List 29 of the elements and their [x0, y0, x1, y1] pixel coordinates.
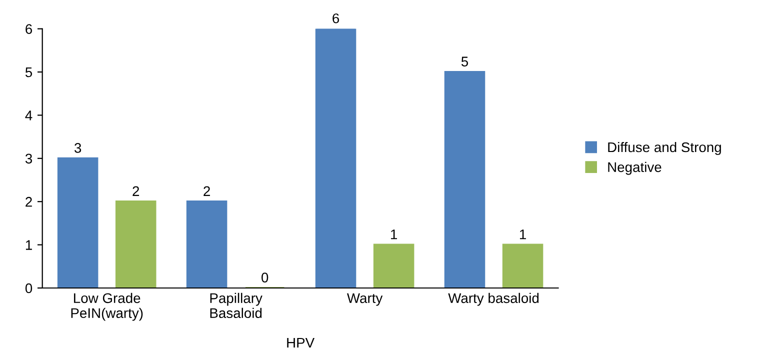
- y-tick-label: 4: [25, 110, 32, 120]
- legend-label: Diffuse and Strong: [608, 142, 721, 155]
- data-label: 3: [74, 143, 82, 153]
- y-tick-label: 6: [26, 24, 32, 34]
- legend-label: Negative: [608, 162, 662, 175]
- y-tick-label: 0: [25, 283, 32, 294]
- y-tick-label: 2: [26, 196, 32, 207]
- x-tick-label: Warty: [346, 293, 383, 306]
- bar: [373, 244, 414, 288]
- data-label: 1: [391, 230, 397, 240]
- y-tick-label: 3: [25, 154, 32, 164]
- x-tick-label: Low Grade PeIN(warty): [71, 292, 143, 321]
- x-tick-label: Warty basaloid: [448, 292, 539, 306]
- bar: [444, 70, 486, 288]
- bar: [115, 200, 156, 288]
- y-tick-label: 1: [26, 240, 32, 250]
- x-axis-title: HPV: [287, 338, 315, 348]
- data-label: 2: [132, 186, 140, 196]
- x-tick-label: Papillary Basaloid: [210, 292, 262, 318]
- bar: [315, 28, 356, 288]
- data-label: 6: [332, 13, 340, 24]
- bar: [186, 200, 228, 288]
- data-label: 2: [204, 186, 210, 196]
- bar: [57, 157, 98, 288]
- data-label: 5: [461, 56, 468, 66]
- bar: [502, 244, 544, 288]
- data-label: 0: [262, 272, 268, 282]
- y-tick-label: 5: [25, 67, 32, 78]
- data-label: 1: [520, 230, 526, 240]
